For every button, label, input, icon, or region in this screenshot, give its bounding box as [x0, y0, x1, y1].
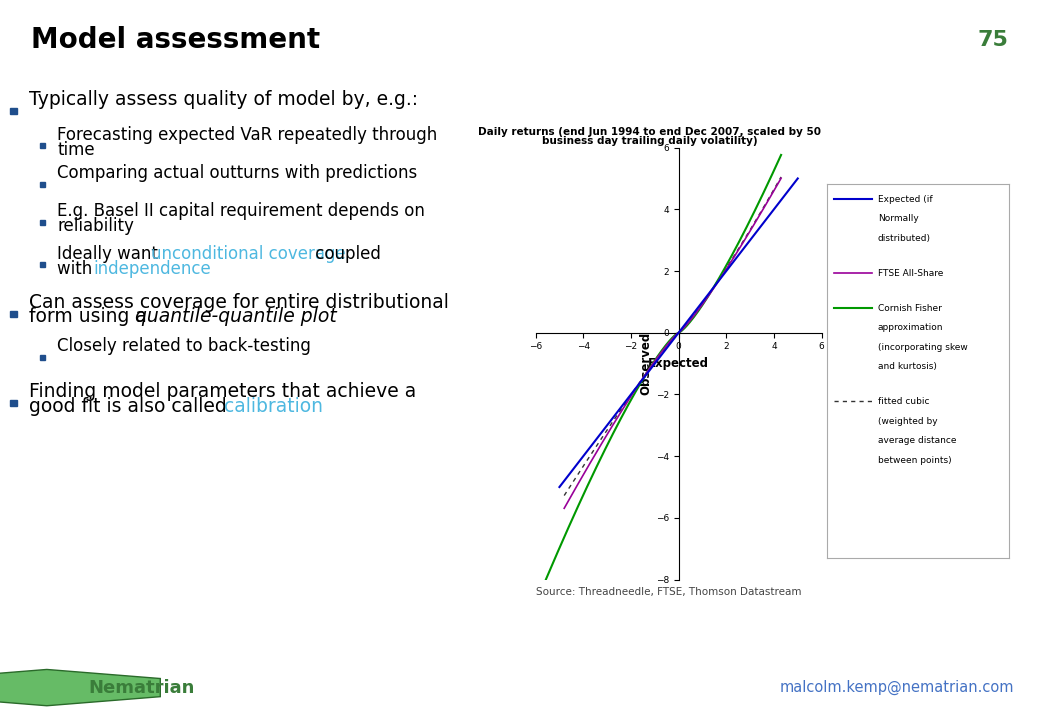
- Text: Forecasting expected VaR repeatedly through: Forecasting expected VaR repeatedly thro…: [57, 126, 438, 144]
- Text: coupled: coupled: [310, 245, 381, 263]
- Text: form using a: form using a: [29, 307, 153, 326]
- Bar: [40, 182, 45, 187]
- Text: reliability: reliability: [57, 217, 134, 235]
- Text: fitted cubic: fitted cubic: [878, 397, 930, 406]
- Text: and kurtosis): and kurtosis): [878, 362, 937, 372]
- Text: malcolm.kemp@nematrian.com: malcolm.kemp@nematrian.com: [780, 680, 1014, 696]
- Bar: [40, 262, 45, 267]
- Text: quantile-quantile plot: quantile-quantile plot: [134, 307, 336, 326]
- Text: Daily returns (end Jun 1994 to end Dec 2007, scaled by 50: Daily returns (end Jun 1994 to end Dec 2…: [478, 127, 822, 137]
- Text: Finding model parameters that achieve a: Finding model parameters that achieve a: [29, 382, 416, 401]
- X-axis label: Expected: Expected: [648, 357, 709, 370]
- Text: Cornish Fisher: Cornish Fisher: [878, 304, 941, 313]
- Text: Ideally want: Ideally want: [57, 245, 163, 263]
- Text: 75: 75: [978, 30, 1009, 50]
- Text: unconditional coverage: unconditional coverage: [151, 245, 345, 263]
- Text: Nematrian: Nematrian: [88, 678, 194, 697]
- Text: FTSE All-Share: FTSE All-Share: [878, 269, 943, 278]
- Text: calibration: calibration: [224, 397, 322, 416]
- Text: Model assessment: Model assessment: [31, 26, 320, 53]
- Text: (incorporating skew: (incorporating skew: [878, 343, 967, 352]
- Text: approximation: approximation: [878, 323, 943, 333]
- Y-axis label: Observed: Observed: [640, 332, 653, 395]
- Polygon shape: [0, 670, 160, 706]
- Text: Can assess coverage for entire distributional: Can assess coverage for entire distribut…: [29, 292, 449, 312]
- Bar: [10, 400, 17, 406]
- Text: business day trailing daily volatility): business day trailing daily volatility): [542, 136, 758, 146]
- Text: Normally: Normally: [878, 215, 918, 223]
- Text: distributed): distributed): [878, 234, 931, 243]
- Bar: [40, 143, 45, 148]
- Text: Source: Threadneedle, FTSE, Thomson Datastream: Source: Threadneedle, FTSE, Thomson Data…: [536, 587, 801, 597]
- Text: with: with: [57, 260, 98, 278]
- Text: Expected (if: Expected (if: [878, 195, 933, 204]
- Text: good fit is also called: good fit is also called: [29, 397, 233, 416]
- Text: Typically assess quality of model by, e.g.:: Typically assess quality of model by, e.…: [29, 90, 418, 109]
- Text: independence: independence: [94, 260, 211, 278]
- Text: Comparing actual outturns with predictions: Comparing actual outturns with predictio…: [57, 164, 417, 182]
- Bar: [10, 310, 17, 317]
- Text: average distance: average distance: [878, 436, 956, 445]
- Bar: [40, 220, 45, 225]
- Bar: [10, 108, 17, 114]
- Text: time: time: [57, 140, 95, 158]
- Text: E.g. Basel II capital requirement depends on: E.g. Basel II capital requirement depend…: [57, 202, 425, 220]
- Text: Closely related to back-testing: Closely related to back-testing: [57, 337, 311, 355]
- Bar: [40, 355, 45, 360]
- Text: (weighted by: (weighted by: [878, 417, 937, 426]
- Text: between points): between points): [878, 456, 952, 464]
